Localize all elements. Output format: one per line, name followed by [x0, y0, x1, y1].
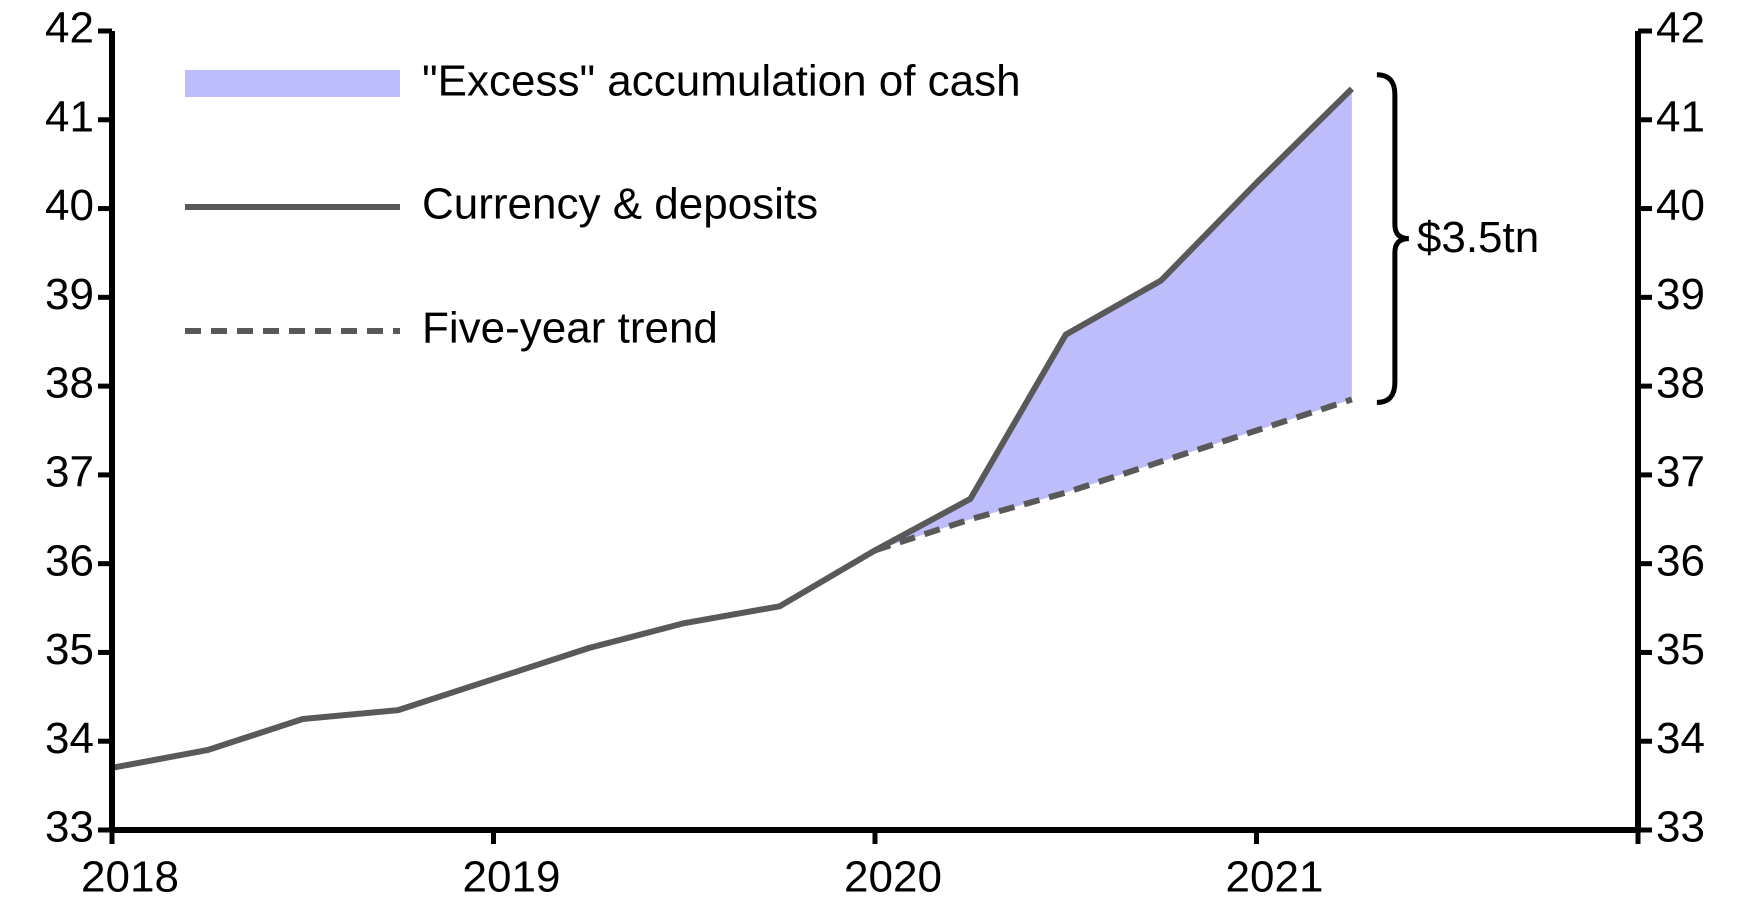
- legend-label: "Excess" accumulation of cash: [422, 57, 1021, 106]
- y2-tick-label: 42: [1656, 4, 1705, 53]
- series-line: [874, 396, 1353, 554]
- y2-tick-label: 37: [1656, 448, 1705, 497]
- y2-tick-label: 41: [1656, 92, 1705, 141]
- y2-tick-label: 38: [1656, 359, 1705, 408]
- x-tick-label: 2020: [844, 853, 942, 902]
- y-tick-label: 40: [45, 181, 94, 230]
- x-tick-label: 2019: [463, 853, 561, 902]
- y-tick-label: 42: [45, 4, 94, 53]
- y-tick-label: 41: [45, 92, 94, 141]
- y-tick-label: 39: [45, 270, 94, 319]
- y2-tick-label: 36: [1656, 536, 1705, 585]
- x-tick-label: 2021: [1226, 853, 1324, 902]
- series-line: [111, 86, 1354, 771]
- y2-tick-label: 34: [1656, 714, 1705, 763]
- y-tick-label: 33: [45, 803, 94, 852]
- legend-label: Five-year trend: [422, 304, 718, 353]
- y-tick-label: 36: [45, 536, 94, 585]
- legend-label: Currency & deposits: [422, 180, 818, 229]
- y-tick-label: 37: [45, 448, 94, 497]
- excess-area: [875, 88, 1352, 551]
- y2-tick-label: 40: [1656, 181, 1705, 230]
- y-tick-label: 35: [45, 625, 94, 674]
- y2-tick-label: 33: [1656, 803, 1705, 852]
- y-tick-label: 34: [45, 714, 94, 763]
- y-tick-label: 38: [45, 359, 94, 408]
- annotation: $3.5tn: [1417, 213, 1539, 262]
- y2-tick-label: 35: [1656, 625, 1705, 674]
- bracket: [1376, 72, 1410, 405]
- x-tick-label: 2018: [81, 853, 179, 902]
- legend-swatch: [185, 70, 400, 97]
- y2-tick-label: 39: [1656, 270, 1705, 319]
